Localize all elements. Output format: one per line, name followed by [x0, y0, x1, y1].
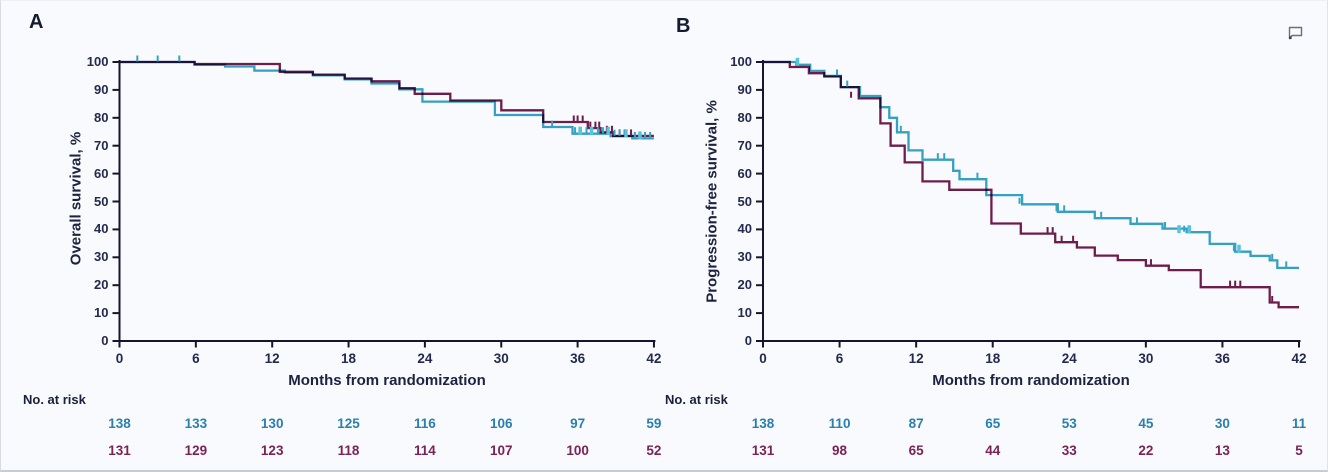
y-tick-label: 0	[101, 333, 109, 348]
at-risk-value: 59	[646, 416, 662, 431]
x-tick-label: 42	[646, 351, 662, 366]
at-risk-value: 45	[1138, 416, 1154, 431]
x-tick-label: 42	[1291, 351, 1307, 366]
y-tick-label: 20	[94, 277, 109, 293]
panel-a-axes	[118, 60, 656, 342]
at-risk-value: 110	[828, 416, 851, 431]
panel-b-label: B	[676, 15, 691, 37]
at-risk-value: 118	[337, 443, 360, 458]
x-tick-label: 18	[341, 351, 357, 366]
panel-b-x-axis-title: Months from randomization	[932, 372, 1130, 389]
x-tick-label: 36	[1214, 351, 1230, 366]
km-curve-teal	[119, 60, 654, 140]
y-tick-label: 40	[94, 221, 109, 237]
panel-b-no-at-risk-label: No. at risk	[665, 392, 728, 407]
at-risk-value: 133	[184, 416, 208, 431]
at-risk-value: 107	[489, 443, 513, 458]
x-tick-label: 0	[759, 351, 767, 366]
y-tick-label: 50	[94, 193, 109, 209]
x-tick-label: 12	[908, 351, 924, 366]
at-risk-value: 44	[985, 443, 1001, 458]
km-curve-maroon	[763, 60, 1299, 309]
at-risk-value: 5	[1295, 443, 1303, 458]
x-tick-label: 18	[985, 351, 1001, 366]
y-tick-label: 90	[737, 81, 752, 97]
x-tick-label: 6	[192, 351, 200, 366]
at-risk-value: 130	[260, 416, 284, 431]
y-tick-label: 30	[94, 249, 109, 265]
at-risk-value: 138	[751, 416, 775, 431]
x-tick-label: 30	[1138, 351, 1154, 366]
at-risk-value: 125	[337, 416, 360, 431]
x-tick-label: 24	[417, 351, 433, 366]
at-risk-value: 131	[108, 443, 131, 458]
at-risk-value: 87	[908, 416, 924, 431]
at-risk-value: 116	[414, 416, 436, 431]
at-risk-value: 53	[1061, 416, 1077, 431]
y-tick-label: 90	[94, 81, 109, 97]
at-risk-value: 123	[260, 443, 284, 458]
y-tick-label: 80	[94, 109, 109, 125]
comment-bubble-icon[interactable]	[1287, 25, 1305, 41]
y-tick-label: 80	[737, 109, 752, 125]
panel-a-x-axis-title: Months from randomization	[288, 372, 486, 389]
at-risk-value: 106	[489, 416, 513, 431]
y-tick-label: 40	[737, 221, 752, 237]
at-risk-value: 13	[1214, 443, 1230, 458]
y-tick-label: 0	[744, 333, 752, 348]
km-curve-teal	[763, 60, 1299, 270]
x-tick-label: 12	[264, 351, 280, 366]
at-risk-value: 65	[908, 443, 924, 458]
at-risk-value: 98	[832, 443, 848, 458]
x-tick-label: 6	[835, 351, 844, 366]
at-risk-value: 30	[1214, 416, 1230, 431]
panel-a-no-at-risk-label: No. at risk	[23, 392, 86, 407]
at-risk-value: 138	[108, 416, 131, 431]
y-tick-label: 50	[737, 193, 752, 209]
y-tick-label: 70	[94, 137, 109, 153]
at-risk-value: 129	[184, 443, 208, 458]
y-tick-label: 10	[94, 305, 109, 321]
km-curve-maroon	[119, 60, 654, 138]
at-risk-value: 52	[646, 443, 662, 458]
x-tick-label: 24	[1061, 351, 1077, 366]
y-tick-label: 100	[86, 54, 109, 69]
y-tick-label: 60	[94, 165, 109, 181]
x-tick-label: 0	[115, 351, 124, 366]
y-tick-label: 100	[730, 54, 752, 69]
at-risk-value: 65	[985, 416, 1001, 431]
x-tick-label: 36	[570, 351, 586, 366]
y-tick-label: 10	[737, 305, 752, 321]
at-risk-value: 11	[1291, 416, 1307, 431]
at-risk-value: 114	[414, 443, 436, 458]
panel-b-axes	[762, 60, 1301, 342]
at-risk-value: 131	[751, 443, 775, 458]
y-tick-label: 70	[737, 137, 752, 153]
y-tick-label: 20	[737, 277, 752, 293]
at-risk-value: 22	[1138, 443, 1154, 458]
at-risk-value: 97	[570, 416, 586, 431]
panel-a-label: A	[29, 11, 44, 33]
at-risk-value: 33	[1061, 443, 1077, 458]
y-tick-label: 60	[737, 165, 752, 181]
at-risk-value: 100	[566, 443, 589, 458]
y-tick-label: 30	[737, 249, 752, 265]
x-tick-label: 30	[493, 351, 509, 366]
